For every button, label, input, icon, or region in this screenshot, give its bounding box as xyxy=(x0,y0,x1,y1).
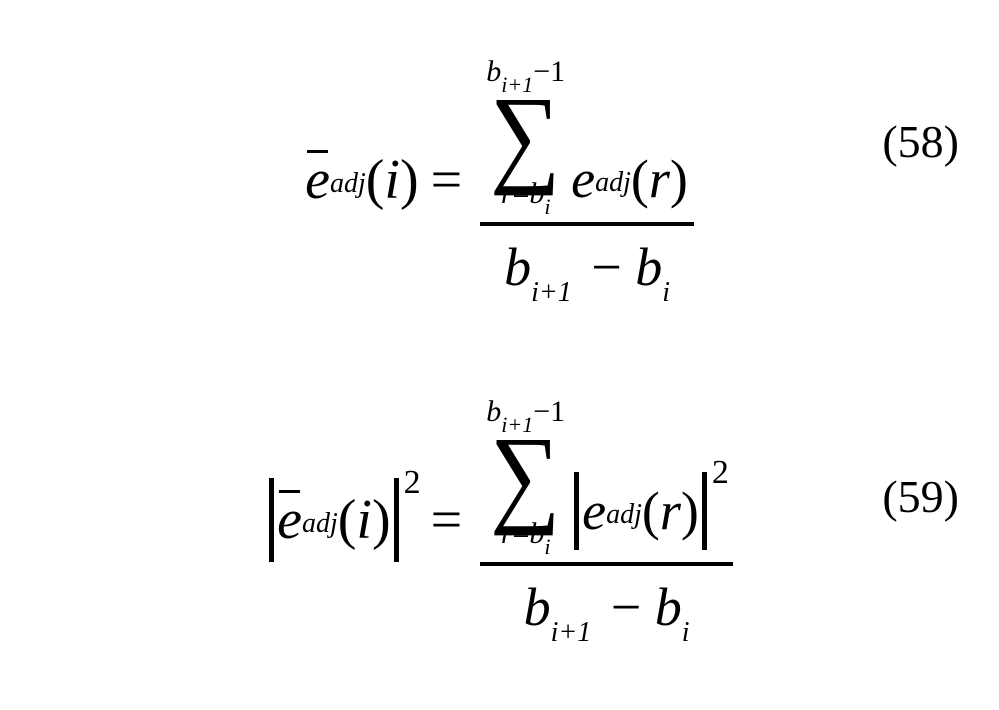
abs-bar-right xyxy=(702,472,707,550)
sub-adj: adj xyxy=(330,168,366,200)
eq58-lhs: e adj (i) xyxy=(305,148,419,212)
fraction-rule xyxy=(480,562,733,566)
eq59-fraction: bi+1−1 ∑ r=bi eadj (r) 2 xyxy=(480,395,733,644)
sub-adj: adj xyxy=(595,167,631,199)
sym-e: e xyxy=(277,489,302,551)
rparen: ) xyxy=(670,148,688,210)
eq59-lhs: e adj (i) 2 xyxy=(266,478,419,562)
e: e xyxy=(571,148,595,210)
summation: bi+1−1 ∑ r=bi xyxy=(486,395,565,556)
eq59-numerator: bi+1−1 ∑ r=bi eadj (r) 2 xyxy=(480,395,733,556)
lparen: ( xyxy=(338,488,357,552)
b: b xyxy=(524,577,551,637)
eq58-numerator: bi+1−1 ∑ r=bi eadj (r) xyxy=(480,55,694,216)
lparen: ( xyxy=(631,148,649,210)
rparen: ) xyxy=(400,148,419,212)
abs-wrap: e adj (i) xyxy=(266,478,402,562)
abs-bar-left xyxy=(269,478,274,562)
sub-adj: adj xyxy=(302,508,338,540)
sigma-icon: ∑ xyxy=(490,434,561,517)
sub-ip1: i+1 xyxy=(551,617,592,648)
overbar xyxy=(307,150,329,153)
eq58-denominator: bi+1 − bi xyxy=(490,232,684,305)
sub-i: i xyxy=(544,194,550,219)
b: b xyxy=(635,237,662,297)
sub-i: i xyxy=(662,277,670,308)
abs-bar-right xyxy=(394,478,399,562)
sub-adj: adj xyxy=(606,499,642,531)
arg-r: r xyxy=(660,480,681,542)
sub-ip1: i+1 xyxy=(531,277,572,308)
minus: − xyxy=(611,577,641,637)
eq58-label: (58) xyxy=(882,115,959,168)
b: b xyxy=(655,577,682,637)
lparen: ( xyxy=(366,148,385,212)
minus: − xyxy=(591,237,621,297)
sub-i: i xyxy=(682,617,690,648)
sym-e: e xyxy=(305,149,330,211)
abs-bar-left xyxy=(574,472,579,550)
squared: 2 xyxy=(712,454,729,492)
overbar xyxy=(279,490,301,493)
sigma-icon: ∑ xyxy=(490,94,561,177)
den-text: bi+1 − bi xyxy=(516,572,698,645)
summand: eadj (r) xyxy=(571,148,688,210)
arg-r: r xyxy=(649,148,670,210)
b: b xyxy=(504,237,531,297)
arg-i: i xyxy=(356,488,372,552)
arg-i: i xyxy=(384,148,400,212)
page: e adj (i) = bi+1−1 ∑ r=bi eadj (r) xyxy=(0,0,999,710)
equals: = xyxy=(431,148,463,212)
e: e xyxy=(582,480,606,542)
eq59-denominator: bi+1 − bi xyxy=(510,572,704,645)
fraction-rule xyxy=(480,222,694,226)
eq59-label: (59) xyxy=(882,470,959,523)
rparen: ) xyxy=(372,488,391,552)
den-text: bi+1 − bi xyxy=(496,232,678,305)
equals: = xyxy=(431,488,463,552)
rparen: ) xyxy=(681,480,699,542)
summation: bi+1−1 ∑ r=bi xyxy=(486,55,565,216)
e-bar: e xyxy=(305,148,330,212)
e-bar: e xyxy=(277,488,302,552)
abs-wrap: eadj (r) xyxy=(571,472,710,550)
summand: eadj (r) 2 xyxy=(571,472,727,550)
squared: 2 xyxy=(404,464,421,502)
eq58-fraction: bi+1−1 ∑ r=bi eadj (r) bi+1 − bi xyxy=(480,55,694,304)
equation-58: e adj (i) = bi+1−1 ∑ r=bi eadj (r) xyxy=(0,30,999,330)
equation-59: e adj (i) 2 = bi+1−1 ∑ r=bi xyxy=(0,360,999,680)
sub-i: i xyxy=(544,534,550,559)
lparen: ( xyxy=(642,480,660,542)
